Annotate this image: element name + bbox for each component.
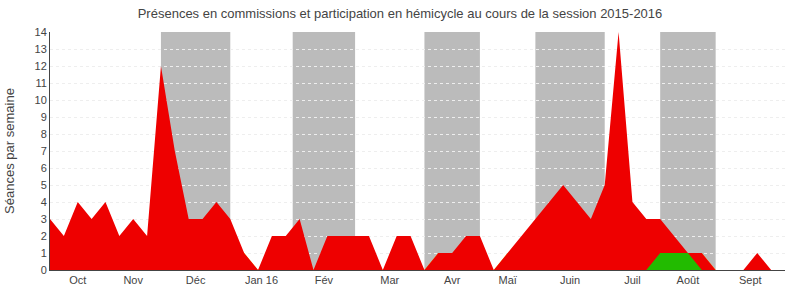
svg-text:Oct: Oct bbox=[69, 274, 86, 286]
svg-text:Avr: Avr bbox=[444, 274, 461, 286]
svg-text:14: 14 bbox=[35, 26, 47, 38]
svg-text:8: 8 bbox=[41, 128, 47, 140]
svg-text:0: 0 bbox=[41, 264, 47, 276]
svg-text:Maï: Maï bbox=[498, 274, 517, 286]
svg-text:Mar: Mar bbox=[380, 274, 399, 286]
svg-text:Présences en commissions et pa: Présences en commissions et participatio… bbox=[138, 6, 663, 21]
svg-text:9: 9 bbox=[41, 111, 47, 123]
svg-text:Juin: Juin bbox=[560, 274, 580, 286]
svg-text:Déc: Déc bbox=[186, 274, 206, 286]
svg-text:11: 11 bbox=[35, 77, 46, 89]
svg-text:2: 2 bbox=[41, 230, 47, 242]
svg-text:5: 5 bbox=[41, 179, 47, 191]
svg-text:Août: Août bbox=[677, 274, 700, 286]
svg-text:7: 7 bbox=[41, 145, 47, 157]
svg-text:Fév: Fév bbox=[315, 274, 334, 286]
svg-text:3: 3 bbox=[41, 213, 47, 225]
svg-text:12: 12 bbox=[35, 60, 47, 72]
svg-text:1: 1 bbox=[41, 247, 47, 259]
svg-text:Juil: Juil bbox=[624, 274, 641, 286]
svg-text:Jan 16: Jan 16 bbox=[245, 274, 278, 286]
svg-text:Sept: Sept bbox=[739, 274, 762, 286]
svg-text:Séances par semaine: Séances par semaine bbox=[2, 88, 17, 214]
svg-text:Nov: Nov bbox=[123, 274, 143, 286]
svg-text:10: 10 bbox=[35, 94, 47, 106]
svg-text:13: 13 bbox=[35, 43, 47, 55]
svg-text:4: 4 bbox=[41, 196, 47, 208]
svg-text:6: 6 bbox=[41, 162, 47, 174]
